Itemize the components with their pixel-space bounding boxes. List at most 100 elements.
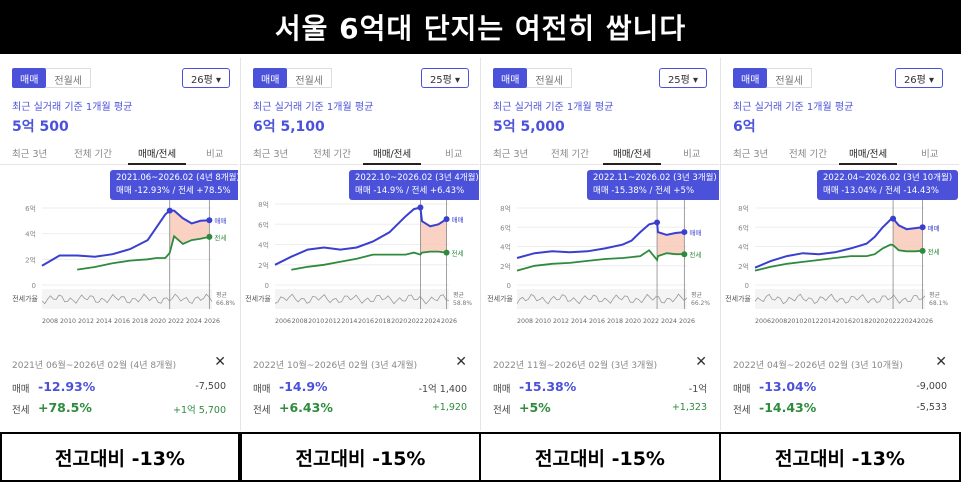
tab-buy-rent[interactable]: 매매/전세 (138, 149, 177, 160)
buy-series-line (754, 217, 923, 269)
tab-buy[interactable]: 매매 (733, 68, 768, 88)
footer-text-2: 전고대비 -15% (295, 447, 426, 470)
callout-range: 2022.10~2026.02 (3년 4개월) (355, 173, 479, 183)
price-subtitle: 최근 실거래 기준 1개월 평균 (733, 102, 854, 113)
callout-range: 2021.06~2026.02 (4년 8개월) (116, 173, 238, 183)
x-tick-label: 2008 (42, 318, 58, 325)
buy-last-point (919, 224, 926, 231)
tab-buy-rent[interactable]: 매매/전세 (613, 149, 652, 160)
x-tick-label: 2008 (292, 318, 308, 325)
panels-row: 매매 전월세 26평 ▾ 최근 실거래 기준 1개월 평균 5억 500 최근 … (0, 58, 961, 430)
area-select[interactable]: 25평 ▾ (421, 68, 469, 88)
avg-value: 66.2% (691, 300, 710, 307)
x-tick-label: 2008 (517, 318, 533, 325)
trade-type-toggle: 매매 전월세 (253, 68, 333, 88)
y-tick-label: 0 (745, 282, 749, 290)
ratio-line (516, 293, 688, 305)
y-tick-label: 0 (507, 282, 511, 290)
tab-buy-rent[interactable]: 매매/전세 (849, 149, 888, 160)
tab-recent-3y[interactable]: 최근 3년 (253, 149, 289, 160)
x-tick-label: 2016 (836, 318, 852, 325)
rent-change-pct: +5% (519, 400, 551, 415)
x-tick-label: 2020 (868, 318, 884, 325)
change-summary: 2022년 11월~2026년 02월 (3년 3개월) ✕ 매매 -15.38… (481, 346, 719, 430)
avg-label: 평균 (216, 291, 228, 299)
rent-series-line (291, 250, 447, 271)
buy-change-pct: -14.9% (279, 379, 328, 394)
tab-all-period[interactable]: 전체 기간 (551, 149, 589, 160)
buy-change-amount: -1억 1,400 (418, 384, 467, 395)
ratio-band (517, 289, 687, 309)
x-tick-label: 2022 (408, 318, 424, 325)
x-tick-label: 2012 (325, 318, 341, 325)
tab-rent[interactable]: 전월세 (527, 68, 573, 88)
x-tick-label: 2012 (553, 318, 569, 325)
buy-last-point (206, 217, 213, 224)
buy-peak-point (890, 215, 897, 222)
tab-all-period[interactable]: 전체 기간 (313, 149, 351, 160)
x-tick-label: 2014 (820, 318, 836, 325)
tab-recent-3y[interactable]: 최근 3년 (12, 149, 48, 160)
area-select[interactable]: 26평 ▾ (182, 68, 230, 88)
buy-series-line (274, 206, 448, 266)
tab-rent[interactable]: 전월세 (287, 68, 333, 88)
tab-buy-rent[interactable]: 매매/전세 (373, 149, 412, 160)
ratio-band (42, 289, 212, 309)
y-tick-label: 6억 (25, 205, 36, 213)
y-tick-label: 8억 (500, 205, 511, 213)
ratio-line (754, 293, 926, 305)
close-icon[interactable]: ✕ (935, 354, 947, 370)
avg-label: 평균 (453, 291, 465, 299)
tab-underline (603, 163, 661, 165)
footer-text-4: 전고대비 -13% (775, 447, 905, 470)
ratio-band (275, 289, 449, 309)
tab-all-period[interactable]: 전체 기간 (74, 149, 112, 160)
ratio-label: 전세가율 (487, 294, 513, 303)
buy-last-point (443, 216, 450, 223)
area-select[interactable]: 26평 ▾ (895, 68, 943, 88)
buy-change-pct: -12.93% (38, 379, 96, 394)
x-tick-label: 2026 (204, 318, 220, 325)
footer-row: 전고대비 -13% 전고대비 -15% 전고대비 -15% 전고대비 -13% (0, 432, 961, 484)
x-tick-label: 2026 (917, 318, 933, 325)
y-tick-label: 4억 (25, 231, 36, 239)
tab-all-period[interactable]: 전체 기간 (789, 149, 827, 160)
period-tabs: 최근 3년 전체 기간 매매/전세 비교 (481, 142, 719, 165)
close-icon[interactable]: ✕ (214, 354, 226, 370)
footer-box-2: 전고대비 -15% (240, 432, 481, 482)
rent-legend: 전세 (452, 249, 464, 258)
footer-text-3: 전고대비 -15% (535, 447, 665, 470)
tab-compare[interactable]: 비교 (683, 149, 701, 160)
x-tick-label: 2016 (114, 318, 130, 325)
tab-compare[interactable]: 비교 (445, 149, 463, 160)
y-tick-label: 2억 (258, 262, 269, 270)
buy-legend: 매매 (928, 224, 940, 232)
tab-recent-3y[interactable]: 최근 3년 (733, 149, 769, 160)
rent-label: 전세 (493, 405, 511, 416)
change-summary: 2022년 10월~2026년 02월 (3년 4개월) ✕ 매매 -14.9%… (241, 346, 479, 430)
close-icon[interactable]: ✕ (695, 354, 707, 370)
tab-compare[interactable]: 비교 (206, 149, 224, 160)
x-tick-label: 2016 (589, 318, 605, 325)
footer-box-3: 전고대비 -15% (479, 432, 721, 482)
tab-buy[interactable]: 매매 (12, 68, 47, 88)
close-icon[interactable]: ✕ (455, 354, 467, 370)
area-select[interactable]: 25평 ▾ (659, 68, 707, 88)
footer-text-1: 전고대비 -13% (55, 447, 185, 470)
tab-buy[interactable]: 매매 (253, 68, 288, 88)
tab-rent[interactable]: 전월세 (767, 68, 813, 88)
x-tick-label: 2010 (787, 318, 803, 325)
x-tick-label: 2014 (96, 318, 112, 325)
rent-change-amount: -5,533 (916, 402, 947, 413)
tab-rent[interactable]: 전월세 (46, 68, 92, 88)
tab-buy[interactable]: 매매 (493, 68, 528, 88)
x-tick-label: 2024 (661, 318, 677, 325)
summary-range: 2022년 10월~2026년 02월 (3년 4개월) (253, 361, 418, 371)
tab-recent-3y[interactable]: 최근 3년 (493, 149, 529, 160)
y-tick-label: 6억 (500, 224, 511, 232)
tab-compare[interactable]: 비교 (921, 149, 939, 160)
y-tick-label: 0 (32, 282, 36, 290)
buy-label: 매매 (493, 384, 511, 395)
